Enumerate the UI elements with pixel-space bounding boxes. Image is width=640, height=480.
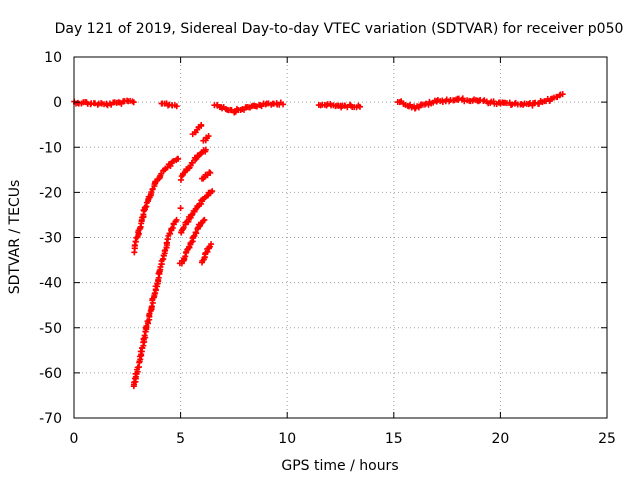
data-point-marker <box>356 103 363 110</box>
y-tick-label: -60 <box>39 366 62 382</box>
data-point-marker <box>280 101 287 108</box>
y-tick-label: -30 <box>39 231 62 247</box>
data-point-marker <box>201 216 208 223</box>
data-point-marker <box>205 133 212 140</box>
plot-frame <box>73 56 608 419</box>
data-point-marker <box>94 101 101 108</box>
y-tick-label: 0 <box>53 95 62 111</box>
data-point-marker <box>166 230 173 237</box>
data-point-marker <box>190 233 197 240</box>
data-point-marker <box>559 91 566 98</box>
data-point-marker <box>186 244 193 251</box>
series-band-1 <box>71 97 137 109</box>
x-tick-label: 20 <box>491 431 509 447</box>
data-point-marker <box>208 241 215 248</box>
grid <box>74 57 607 418</box>
series-isolated <box>177 205 184 212</box>
series-arc-1 <box>131 155 182 256</box>
y-tick-label: -10 <box>39 140 62 156</box>
y-tick-label: 10 <box>44 50 62 66</box>
y-tick-label: -40 <box>39 276 62 292</box>
chart-title: Day 121 of 2019, Sidereal Day-to-day VTE… <box>55 21 624 37</box>
data-point-marker <box>164 164 171 171</box>
data-point-marker <box>177 205 184 212</box>
x-tick-label: 5 <box>176 431 185 447</box>
series-arc-5 <box>176 216 208 267</box>
data-point-marker <box>198 121 205 128</box>
series-arc-7 <box>200 133 212 144</box>
data-point-marker <box>207 169 214 176</box>
x-tick-label: 0 <box>70 431 79 447</box>
y-axis-label: SDTVAR / TECUs <box>7 180 23 295</box>
series-band-3 <box>211 99 287 116</box>
data-point-marker <box>202 146 209 153</box>
axis-ticks: 0 5 10 15 20 25 10 0 -10 -20 -30 -40 -50 -60 -70 <box>39 50 616 447</box>
series-arc-6 <box>189 121 205 138</box>
y-tick-label: -50 <box>39 321 62 337</box>
series-arc-4 <box>178 188 216 236</box>
data-point-marker <box>175 155 182 162</box>
x-axis-label: GPS time / hours <box>281 458 398 474</box>
x-tick-label: 25 <box>598 431 616 447</box>
data-point-marker <box>192 229 199 236</box>
x-tick-label: 15 <box>385 431 403 447</box>
data-point-marker <box>130 99 137 106</box>
data-point-marker <box>209 188 216 195</box>
series-arc-3 <box>177 146 209 183</box>
data-point-marker <box>148 303 155 310</box>
data-point-marker <box>532 99 539 106</box>
data-point-marker <box>173 216 180 223</box>
y-tick-label: -20 <box>39 185 62 201</box>
series-band-5 <box>394 91 566 112</box>
y-tick-label: -70 <box>39 411 62 427</box>
data-points <box>71 91 566 390</box>
series-band-4 <box>315 100 363 111</box>
series-arc-9 <box>199 241 215 266</box>
series-band-2 <box>158 100 180 110</box>
series-arc-2 <box>130 216 180 390</box>
series-arc-8 <box>198 169 214 182</box>
data-point-marker <box>173 103 180 110</box>
x-tick-label: 10 <box>278 431 296 447</box>
